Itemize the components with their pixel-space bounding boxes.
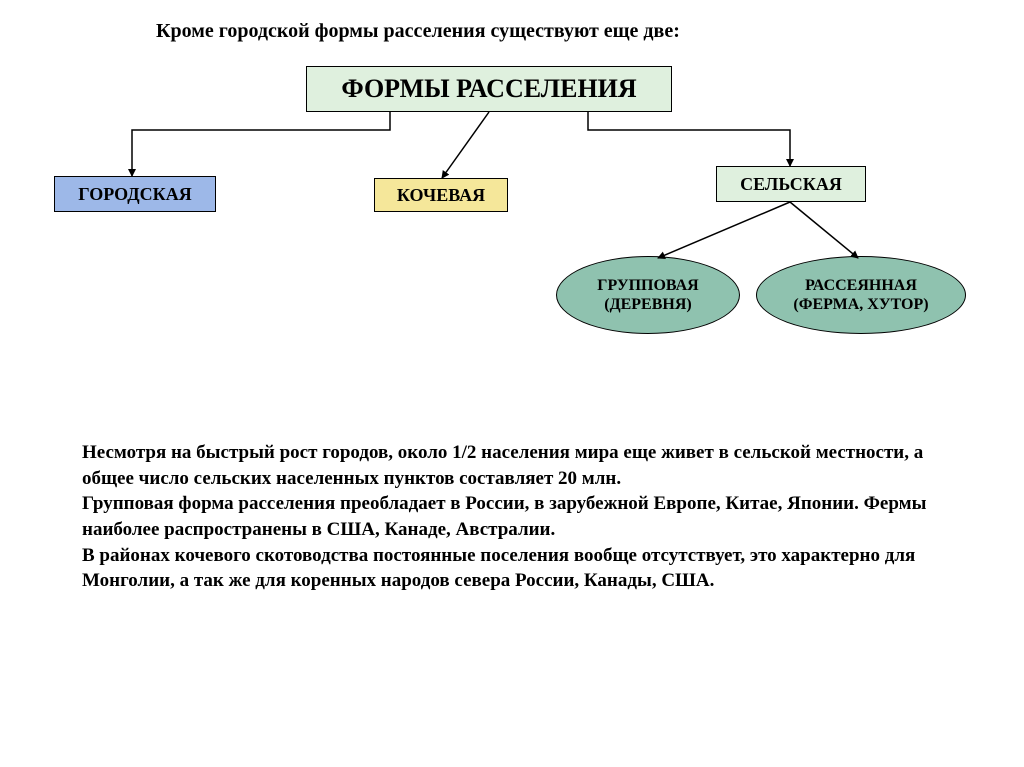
node-nomadic: КОЧЕВАЯ xyxy=(374,178,508,212)
node-scattered: РАССЕЯННАЯ(ФЕРМА, ХУТОР) xyxy=(756,256,966,334)
node-rural: СЕЛЬСКАЯ xyxy=(716,166,866,202)
body-paragraph: Несмотря на быстрый рост городов, около … xyxy=(82,440,932,594)
page-title: Кроме городской формы расселения существ… xyxy=(156,20,680,43)
node-root: ФОРМЫ РАССЕЛЕНИЯ xyxy=(306,66,672,112)
node-urban: ГОРОДСКАЯ xyxy=(54,176,216,212)
node-group: ГРУППОВАЯ(ДЕРЕВНЯ) xyxy=(556,256,740,334)
